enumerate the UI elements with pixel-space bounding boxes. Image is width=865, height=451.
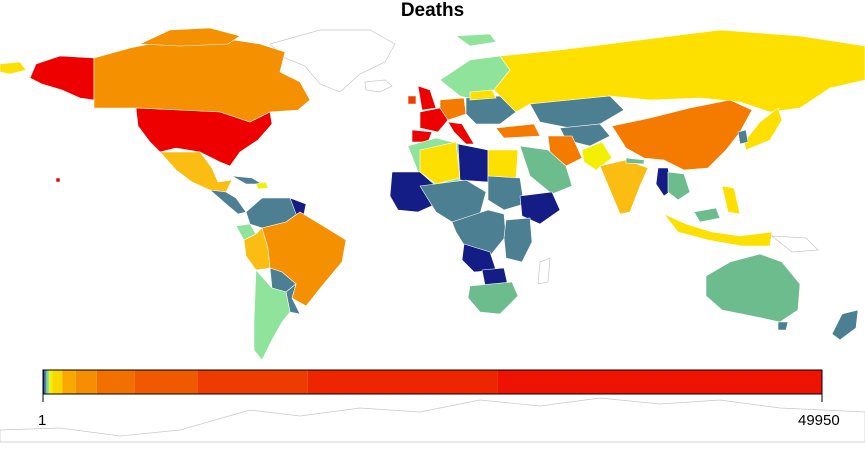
country-iran[interactable] <box>547 135 583 167</box>
legend-band <box>197 370 308 394</box>
legend-band <box>497 370 822 394</box>
greenland <box>269 29 396 93</box>
legend-max-label: 49950 <box>798 412 840 429</box>
country-usa[interactable] <box>135 107 273 167</box>
legend-band <box>75 370 97 394</box>
country-nepal[interactable] <box>625 157 645 165</box>
country-sudan[interactable] <box>487 175 525 211</box>
country-algeria[interactable] <box>419 141 461 185</box>
country-korea[interactable] <box>737 129 749 145</box>
country-italy[interactable] <box>447 121 475 145</box>
country-russia[interactable] <box>493 29 865 113</box>
country-indochina[interactable] <box>667 171 691 201</box>
country-uk[interactable] <box>417 85 437 111</box>
legend-band <box>62 370 76 394</box>
madagascar <box>537 257 551 285</box>
country-new-zealand[interactable] <box>831 309 859 341</box>
country-afghanistan-pakistan[interactable] <box>581 141 613 171</box>
legend-band <box>43 370 45 394</box>
country-canada[interactable] <box>93 37 311 123</box>
country-mexico[interactable] <box>159 151 233 193</box>
legend-band <box>46 370 48 394</box>
legend-band <box>44 370 47 394</box>
country-egypt[interactable] <box>487 149 519 179</box>
antarctica <box>0 397 865 443</box>
map-title: Deaths <box>400 0 465 21</box>
country-india[interactable] <box>599 159 649 215</box>
country-china[interactable] <box>611 99 753 171</box>
country-ethiopia[interactable] <box>519 191 561 225</box>
country-australia[interactable] <box>705 253 801 323</box>
country-cuba[interactable] <box>231 175 264 185</box>
papua-new-guinea <box>770 235 819 253</box>
country-turkey[interactable] <box>495 123 541 139</box>
country-canada-islands[interactable] <box>139 27 241 47</box>
country-ireland[interactable] <box>407 95 417 105</box>
country-guyana[interactable] <box>289 197 307 215</box>
country-arabia[interactable] <box>519 145 573 195</box>
country-hawaii[interactable] <box>55 177 61 183</box>
country-caribbean[interactable] <box>255 181 269 190</box>
country-small-west[interactable] <box>0 61 27 75</box>
legend-band <box>134 370 198 394</box>
country-central-america[interactable] <box>209 189 247 215</box>
legend-band <box>47 370 50 394</box>
country-kazakhstan[interactable] <box>529 95 625 129</box>
country-east-africa[interactable] <box>503 217 533 263</box>
country-argentina-chile[interactable] <box>253 269 291 361</box>
country-svalbard[interactable] <box>455 33 497 47</box>
color-legend <box>42 369 823 402</box>
country-tasmania[interactable] <box>777 321 789 331</box>
legend-min-label: 1 <box>38 412 47 429</box>
country-poland[interactable] <box>469 89 497 101</box>
country-germany[interactable] <box>439 97 467 121</box>
country-malaysia[interactable] <box>693 207 721 223</box>
legend-band <box>96 370 135 394</box>
legend-band <box>52 370 63 394</box>
country-libya[interactable] <box>457 143 489 183</box>
country-west-africa[interactable] <box>389 171 437 213</box>
country-philippines[interactable] <box>721 185 741 215</box>
iceland <box>364 79 393 93</box>
legend-band <box>49 370 53 394</box>
country-france[interactable] <box>419 107 449 133</box>
country-south-africa[interactable] <box>467 281 519 315</box>
legend-band <box>307 370 498 394</box>
country-indonesia[interactable] <box>663 213 773 247</box>
country-alaska[interactable] <box>29 55 95 101</box>
